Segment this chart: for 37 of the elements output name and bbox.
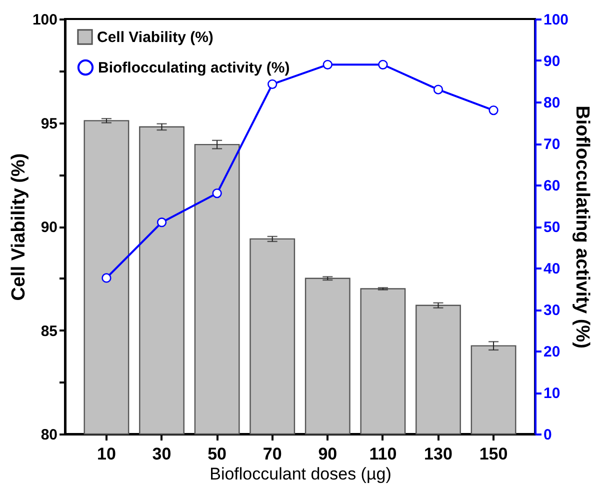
y-axis-title: Cell Viability (%) [8, 153, 30, 301]
y-tick-label: 95 [40, 115, 58, 132]
x-axis-title: Bioflocculant doses (µg) [210, 464, 392, 484]
x-tick-label: 70 [262, 444, 282, 464]
point [268, 79, 278, 89]
y-tick-label: 85 [40, 322, 58, 340]
point [156, 218, 167, 228]
point [322, 60, 332, 70]
y-tick-label: 90 [40, 219, 58, 236]
x-tick-label: 50 [208, 444, 227, 464]
point [212, 188, 222, 198]
legend-label: Cell Viability (%) [97, 29, 214, 46]
y2-tick-label: 40 [544, 260, 560, 278]
point [488, 105, 498, 116]
y2-tick-label: 0 [544, 426, 552, 444]
x-tick-label: 90 [318, 444, 338, 464]
point [378, 60, 388, 70]
x-tick-label: 10 [97, 444, 116, 464]
y2-tick-label: 50 [544, 219, 560, 236]
x-tick-label: 110 [369, 444, 397, 464]
y2-tick-label: 30 [544, 302, 560, 319]
y2-tick-label: 20 [544, 344, 560, 360]
y2-tick-label: 90 [544, 53, 560, 70]
y2-tick-label: 100 [544, 12, 569, 28]
y-tick-label: 80 [40, 426, 58, 444]
y2-axis-title: Bioflocculating activity (%) [572, 106, 593, 348]
x-tick-label: 30 [152, 444, 172, 464]
legend-label: Bioflocculating activity (%) [98, 60, 290, 76]
y2-tick-label: 80 [544, 94, 560, 112]
y2-tick-label: 10 [544, 385, 560, 402]
y-tick-label: 100 [32, 12, 58, 28]
x-tick-label: 150 [479, 444, 508, 464]
x-tick-label: 130 [424, 444, 452, 464]
y2-tick-label: 70 [544, 136, 560, 153]
point [102, 273, 112, 283]
y2-tick-label: 60 [544, 178, 560, 194]
point [433, 84, 444, 94]
